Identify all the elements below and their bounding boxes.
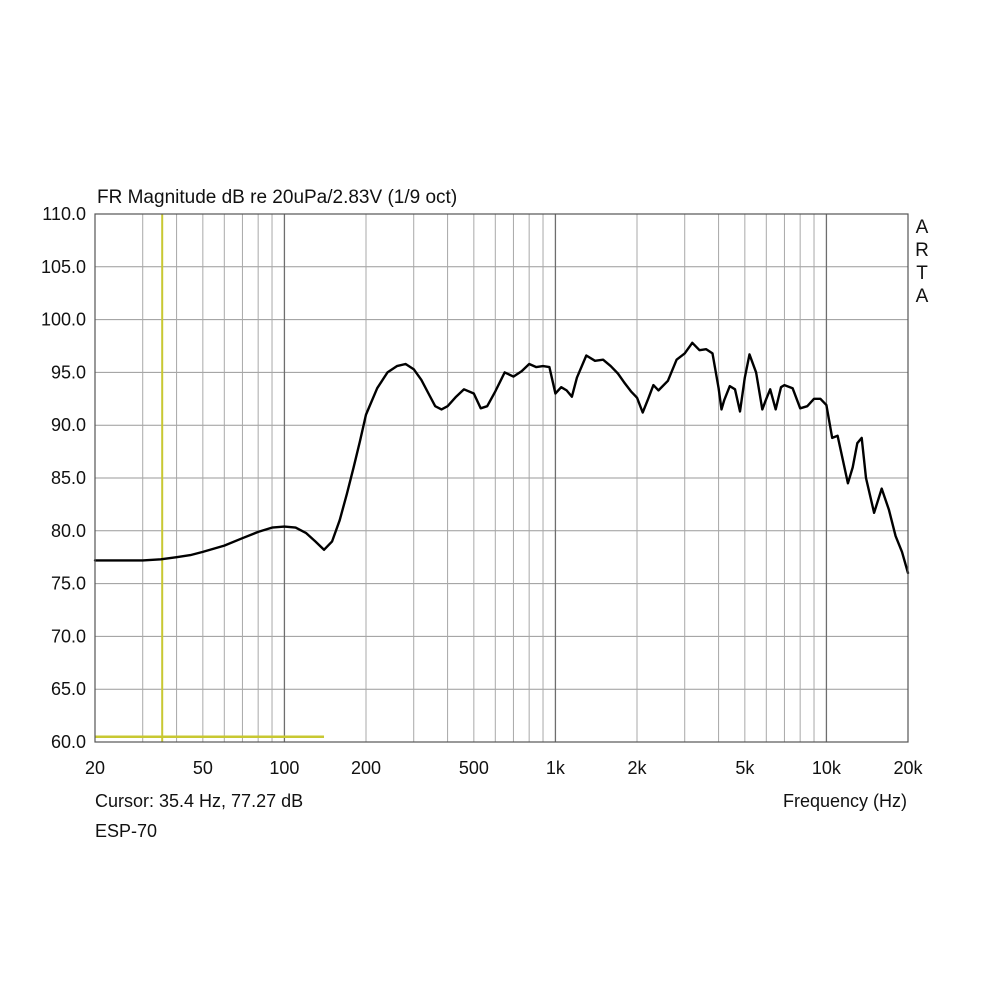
y-tick-label: 70.0 <box>51 626 86 646</box>
x-tick-labels: 20 50 100 200 500 1k 2k 5k 10k 20k <box>85 758 924 778</box>
plot-frame <box>94 213 909 743</box>
y-tick-label: 110.0 <box>42 204 86 224</box>
brand-letter: R <box>915 240 929 261</box>
x-tick-label: 1k <box>546 758 566 778</box>
x-axis-label: Frequency (Hz) <box>783 791 907 811</box>
chart-title: FR Magnitude dB re 20uPa/2.83V (1/9 oct) <box>97 187 457 208</box>
brand-letter: A <box>916 286 929 307</box>
y-tick-label: 80.0 <box>51 521 86 541</box>
x-tick-label: 10k <box>812 758 842 778</box>
y-tick-label: 90.0 <box>51 415 86 435</box>
y-tick-label: 105.0 <box>41 257 86 277</box>
x-tick-label: 50 <box>193 758 213 778</box>
y-tick-label: 60.0 <box>51 732 86 752</box>
brand-letter: A <box>916 217 929 238</box>
series-layer <box>93 341 910 575</box>
brand-letter: T <box>916 263 928 284</box>
x-tick-label: 2k <box>627 758 647 778</box>
y-tick-label: 100.0 <box>41 310 86 330</box>
device-label: ESP-70 <box>95 821 157 841</box>
y-tick-label: 65.0 <box>51 679 86 699</box>
x-tick-label: 20 <box>85 758 105 778</box>
x-tick-label: 20k <box>893 758 923 778</box>
cursor-readout: Cursor: 35.4 Hz, 77.27 dB <box>95 791 303 811</box>
response-curve <box>93 341 910 575</box>
y-tick-labels: 110.0 105.0 100.0 95.0 90.0 85.0 80.0 75.0 70.0 6… <box>41 204 86 752</box>
y-tick-label: 75.0 <box>51 574 86 594</box>
y-tick-label: 85.0 <box>51 468 86 488</box>
x-tick-label: 500 <box>459 758 489 778</box>
x-tick-label: 200 <box>351 758 381 778</box>
y-tick-label: 95.0 <box>51 362 86 382</box>
x-tick-label: 5k <box>735 758 755 778</box>
cursor-layer <box>95 214 325 742</box>
x-tick-label: 100 <box>269 758 299 778</box>
